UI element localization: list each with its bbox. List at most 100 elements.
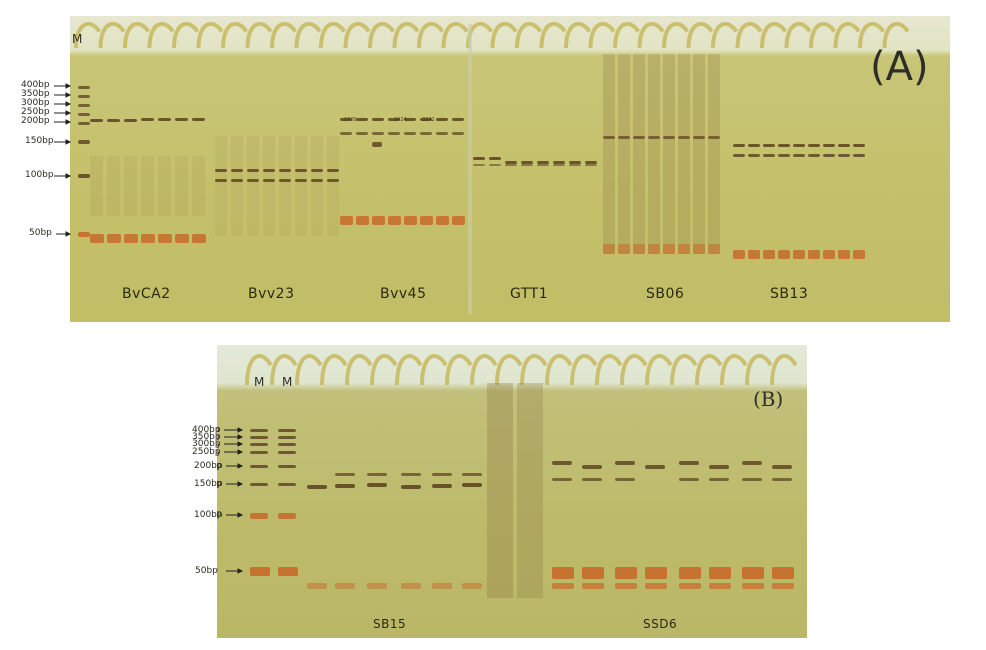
gel-band	[420, 118, 432, 121]
gel-band	[436, 132, 448, 135]
gene-label-ssd6: SSD6	[643, 617, 678, 631]
marker-label-b: M	[282, 375, 293, 389]
gel-band	[678, 136, 690, 139]
gel-band	[748, 250, 760, 259]
well-comb-tooth	[294, 21, 322, 49]
gel-band	[693, 136, 705, 139]
gel-band	[778, 154, 790, 157]
gel-band	[615, 478, 635, 481]
gel-band	[401, 473, 421, 476]
gel-band	[356, 118, 368, 121]
gel-band	[742, 478, 762, 481]
gel-band	[709, 583, 731, 589]
gel-band	[473, 157, 485, 160]
well-comb-tooth	[196, 21, 224, 49]
well-comb-tooth	[147, 21, 175, 49]
gel-band	[505, 161, 517, 164]
well-comb-tooth	[670, 354, 698, 386]
gel-panel-a: M (A) BvCA2 Bvv23 Bvv45 GTT1 SB06 SB13 1…	[70, 16, 950, 322]
gel-band	[763, 144, 775, 147]
size-label-a: 50bp	[29, 228, 52, 238]
well-comb-tooth	[637, 21, 665, 49]
lane-smear	[311, 136, 323, 236]
gel-band	[107, 119, 120, 122]
well-comb-tooth	[370, 354, 398, 386]
well-comb-tooth	[395, 354, 423, 386]
gel-band	[585, 161, 597, 164]
marker-label-b: M	[254, 375, 265, 389]
gel-band	[401, 583, 421, 589]
lane-smear	[693, 54, 705, 254]
well-comb-tooth	[343, 21, 371, 49]
well-comb-tooth	[760, 21, 787, 49]
gel-band	[78, 174, 90, 178]
gel-band	[733, 144, 745, 147]
gel-band	[367, 483, 387, 487]
well-comb-tooth	[441, 21, 469, 49]
gel-band	[295, 169, 307, 172]
gel-band	[250, 429, 268, 432]
size-label-a: 400bp	[21, 80, 50, 90]
well-comb-tooth	[515, 21, 542, 49]
gel-band	[679, 567, 701, 579]
gel-band	[462, 483, 482, 487]
gel-band	[335, 484, 355, 488]
gel-band	[553, 164, 565, 166]
well-comb-tooth	[539, 21, 567, 49]
gel-band	[582, 567, 604, 579]
gel-band	[838, 250, 850, 259]
gel-band	[250, 513, 268, 519]
gel-band	[763, 250, 775, 259]
gel-band	[462, 583, 482, 589]
size-label-b: 250bp	[217, 449, 220, 459]
gel-band	[772, 465, 792, 469]
gel-band	[505, 164, 517, 166]
size-label-b: 50bp	[217, 565, 218, 575]
gel-band	[175, 118, 188, 121]
well-comb-tooth	[809, 21, 836, 49]
gel-band	[327, 179, 339, 182]
gel-band	[250, 436, 268, 439]
gel-band	[278, 436, 296, 439]
well-comb-tooth	[319, 21, 346, 49]
lane-smear	[633, 54, 645, 254]
gel-band	[78, 95, 90, 98]
gel-band	[307, 583, 327, 589]
well-comb-tooth	[74, 21, 101, 49]
gel-band	[372, 142, 382, 147]
gel-band	[663, 244, 675, 254]
gel-band	[278, 443, 296, 446]
size-label-a: 350bp	[21, 89, 50, 99]
gel-band	[367, 473, 387, 476]
gel-band	[748, 154, 760, 157]
gel-band	[808, 250, 820, 259]
gel-band	[124, 234, 138, 243]
gel-band	[823, 250, 835, 259]
gel-band	[250, 451, 268, 454]
gel-band	[552, 478, 572, 481]
lane-smear	[141, 156, 154, 216]
lane-smear	[487, 383, 513, 598]
gel-band	[432, 583, 452, 589]
gel-band	[452, 216, 465, 225]
well-comb-tooth	[833, 21, 861, 49]
size-label-b: 100bp	[217, 509, 222, 519]
gel-band	[615, 461, 635, 465]
gel-band	[603, 136, 615, 139]
gel-band	[436, 118, 448, 121]
size-label-b: 50bp	[195, 566, 218, 576]
gel-band	[615, 583, 637, 589]
panel-a-tag: (A)	[870, 44, 929, 90]
gel-band	[388, 216, 401, 225]
gel-band	[693, 244, 705, 254]
well-comb-tooth	[270, 354, 298, 386]
gel-band	[489, 164, 501, 166]
gel-band	[582, 478, 602, 481]
gel-band	[618, 136, 630, 139]
gel-band	[742, 567, 764, 579]
gel-band	[278, 465, 296, 468]
size-label-b: 300bp	[217, 441, 220, 451]
well-comb-tooth	[720, 354, 748, 386]
lane-smear	[517, 383, 543, 598]
lane-smear	[663, 54, 675, 254]
